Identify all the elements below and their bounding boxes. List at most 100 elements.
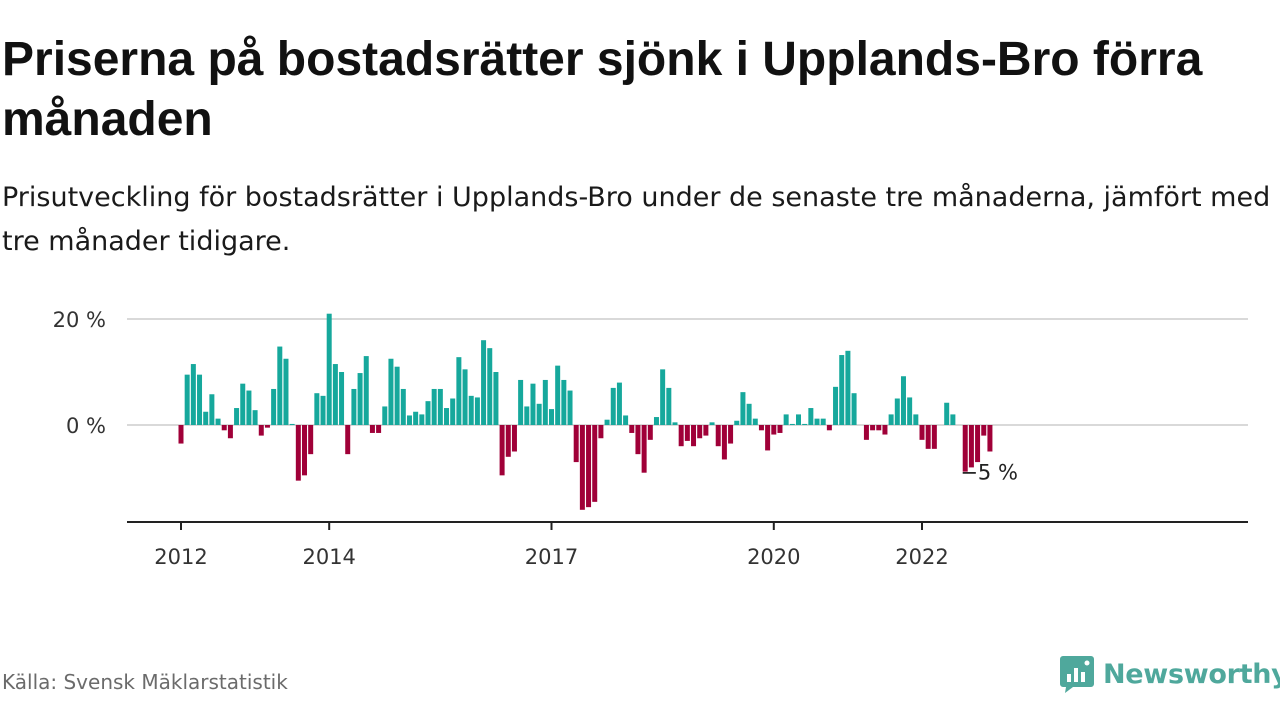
bar — [746, 403, 752, 425]
bar — [481, 340, 487, 425]
bar — [376, 425, 382, 433]
bar — [826, 425, 832, 431]
bar — [530, 383, 536, 425]
bar — [820, 418, 826, 425]
bar — [289, 423, 295, 425]
bar — [975, 425, 981, 463]
bar — [697, 425, 703, 439]
bar — [616, 382, 622, 425]
bar — [197, 374, 203, 425]
bar — [363, 356, 369, 425]
bar — [653, 417, 659, 425]
bar — [221, 425, 227, 431]
chart-subtitle: Prisutveckling för bostadsrätter i Uppla… — [2, 182, 1271, 257]
bar — [394, 366, 400, 425]
bar — [190, 364, 196, 425]
bar — [178, 425, 184, 444]
bar — [771, 425, 777, 435]
bar — [678, 425, 684, 447]
bar — [839, 355, 845, 425]
bar — [709, 422, 715, 425]
bar — [209, 394, 215, 425]
bar — [549, 409, 554, 425]
last-value-label: −5 % — [960, 461, 1018, 485]
bar — [882, 425, 888, 435]
bar — [203, 411, 209, 425]
bar — [870, 425, 876, 431]
bar — [672, 422, 678, 425]
bar — [277, 346, 283, 425]
bar — [777, 425, 783, 433]
bar — [227, 425, 233, 439]
bar — [431, 388, 437, 425]
bar — [357, 373, 363, 425]
bar — [555, 365, 561, 425]
bar — [802, 423, 808, 425]
bar — [598, 425, 604, 439]
bar — [789, 423, 795, 425]
bar — [567, 390, 573, 425]
bar — [641, 425, 647, 473]
bar — [419, 414, 425, 425]
bar — [264, 425, 270, 428]
bar — [246, 390, 252, 425]
bar — [758, 425, 764, 431]
bar — [752, 418, 758, 425]
x-tick-label: 2017 — [525, 545, 578, 569]
bar — [493, 372, 499, 425]
bar — [765, 425, 771, 451]
bar — [462, 369, 468, 425]
bar — [382, 406, 388, 425]
bar — [635, 425, 641, 455]
bar — [573, 425, 579, 463]
bar — [833, 386, 839, 425]
bar — [184, 374, 190, 425]
bar — [406, 415, 412, 425]
bar — [511, 425, 517, 452]
bar — [907, 397, 913, 425]
bar — [845, 350, 851, 425]
bar — [703, 425, 709, 436]
bar — [536, 403, 542, 425]
bar — [931, 425, 937, 449]
bar — [863, 425, 869, 440]
bar — [314, 393, 320, 425]
bar — [345, 425, 351, 455]
x-tick-label: 2014 — [302, 545, 355, 569]
bar — [715, 425, 721, 447]
bar — [592, 425, 598, 502]
bar — [808, 408, 814, 425]
bar — [728, 425, 734, 444]
bar — [894, 398, 900, 425]
bar — [684, 425, 690, 441]
bar — [444, 408, 450, 425]
bar — [215, 418, 221, 425]
bar — [339, 372, 345, 425]
chart-title: Priserna på bostadsrätter sjönk i Upplan… — [2, 33, 1203, 146]
bar — [783, 414, 789, 425]
bar — [919, 425, 925, 440]
bar — [586, 425, 592, 508]
bar — [295, 425, 301, 481]
bar — [302, 425, 307, 476]
bar — [456, 357, 462, 425]
bar — [561, 379, 567, 425]
source-note: Källa: Svensk Mäklarstatistik — [2, 670, 288, 694]
bar — [542, 379, 548, 425]
brand-name: Newsworthy — [1103, 658, 1280, 690]
y-tick-label: 0 % — [66, 414, 106, 438]
bar — [499, 425, 505, 476]
bar — [351, 388, 357, 425]
x-tick-label: 2020 — [747, 545, 800, 569]
bar — [740, 392, 746, 425]
bar — [666, 387, 672, 425]
bar — [629, 425, 635, 433]
bar — [851, 393, 857, 425]
bar — [326, 313, 332, 425]
bar — [660, 369, 666, 425]
bar — [283, 358, 289, 425]
bar — [388, 358, 394, 425]
bar — [524, 406, 530, 425]
bar — [369, 425, 375, 433]
